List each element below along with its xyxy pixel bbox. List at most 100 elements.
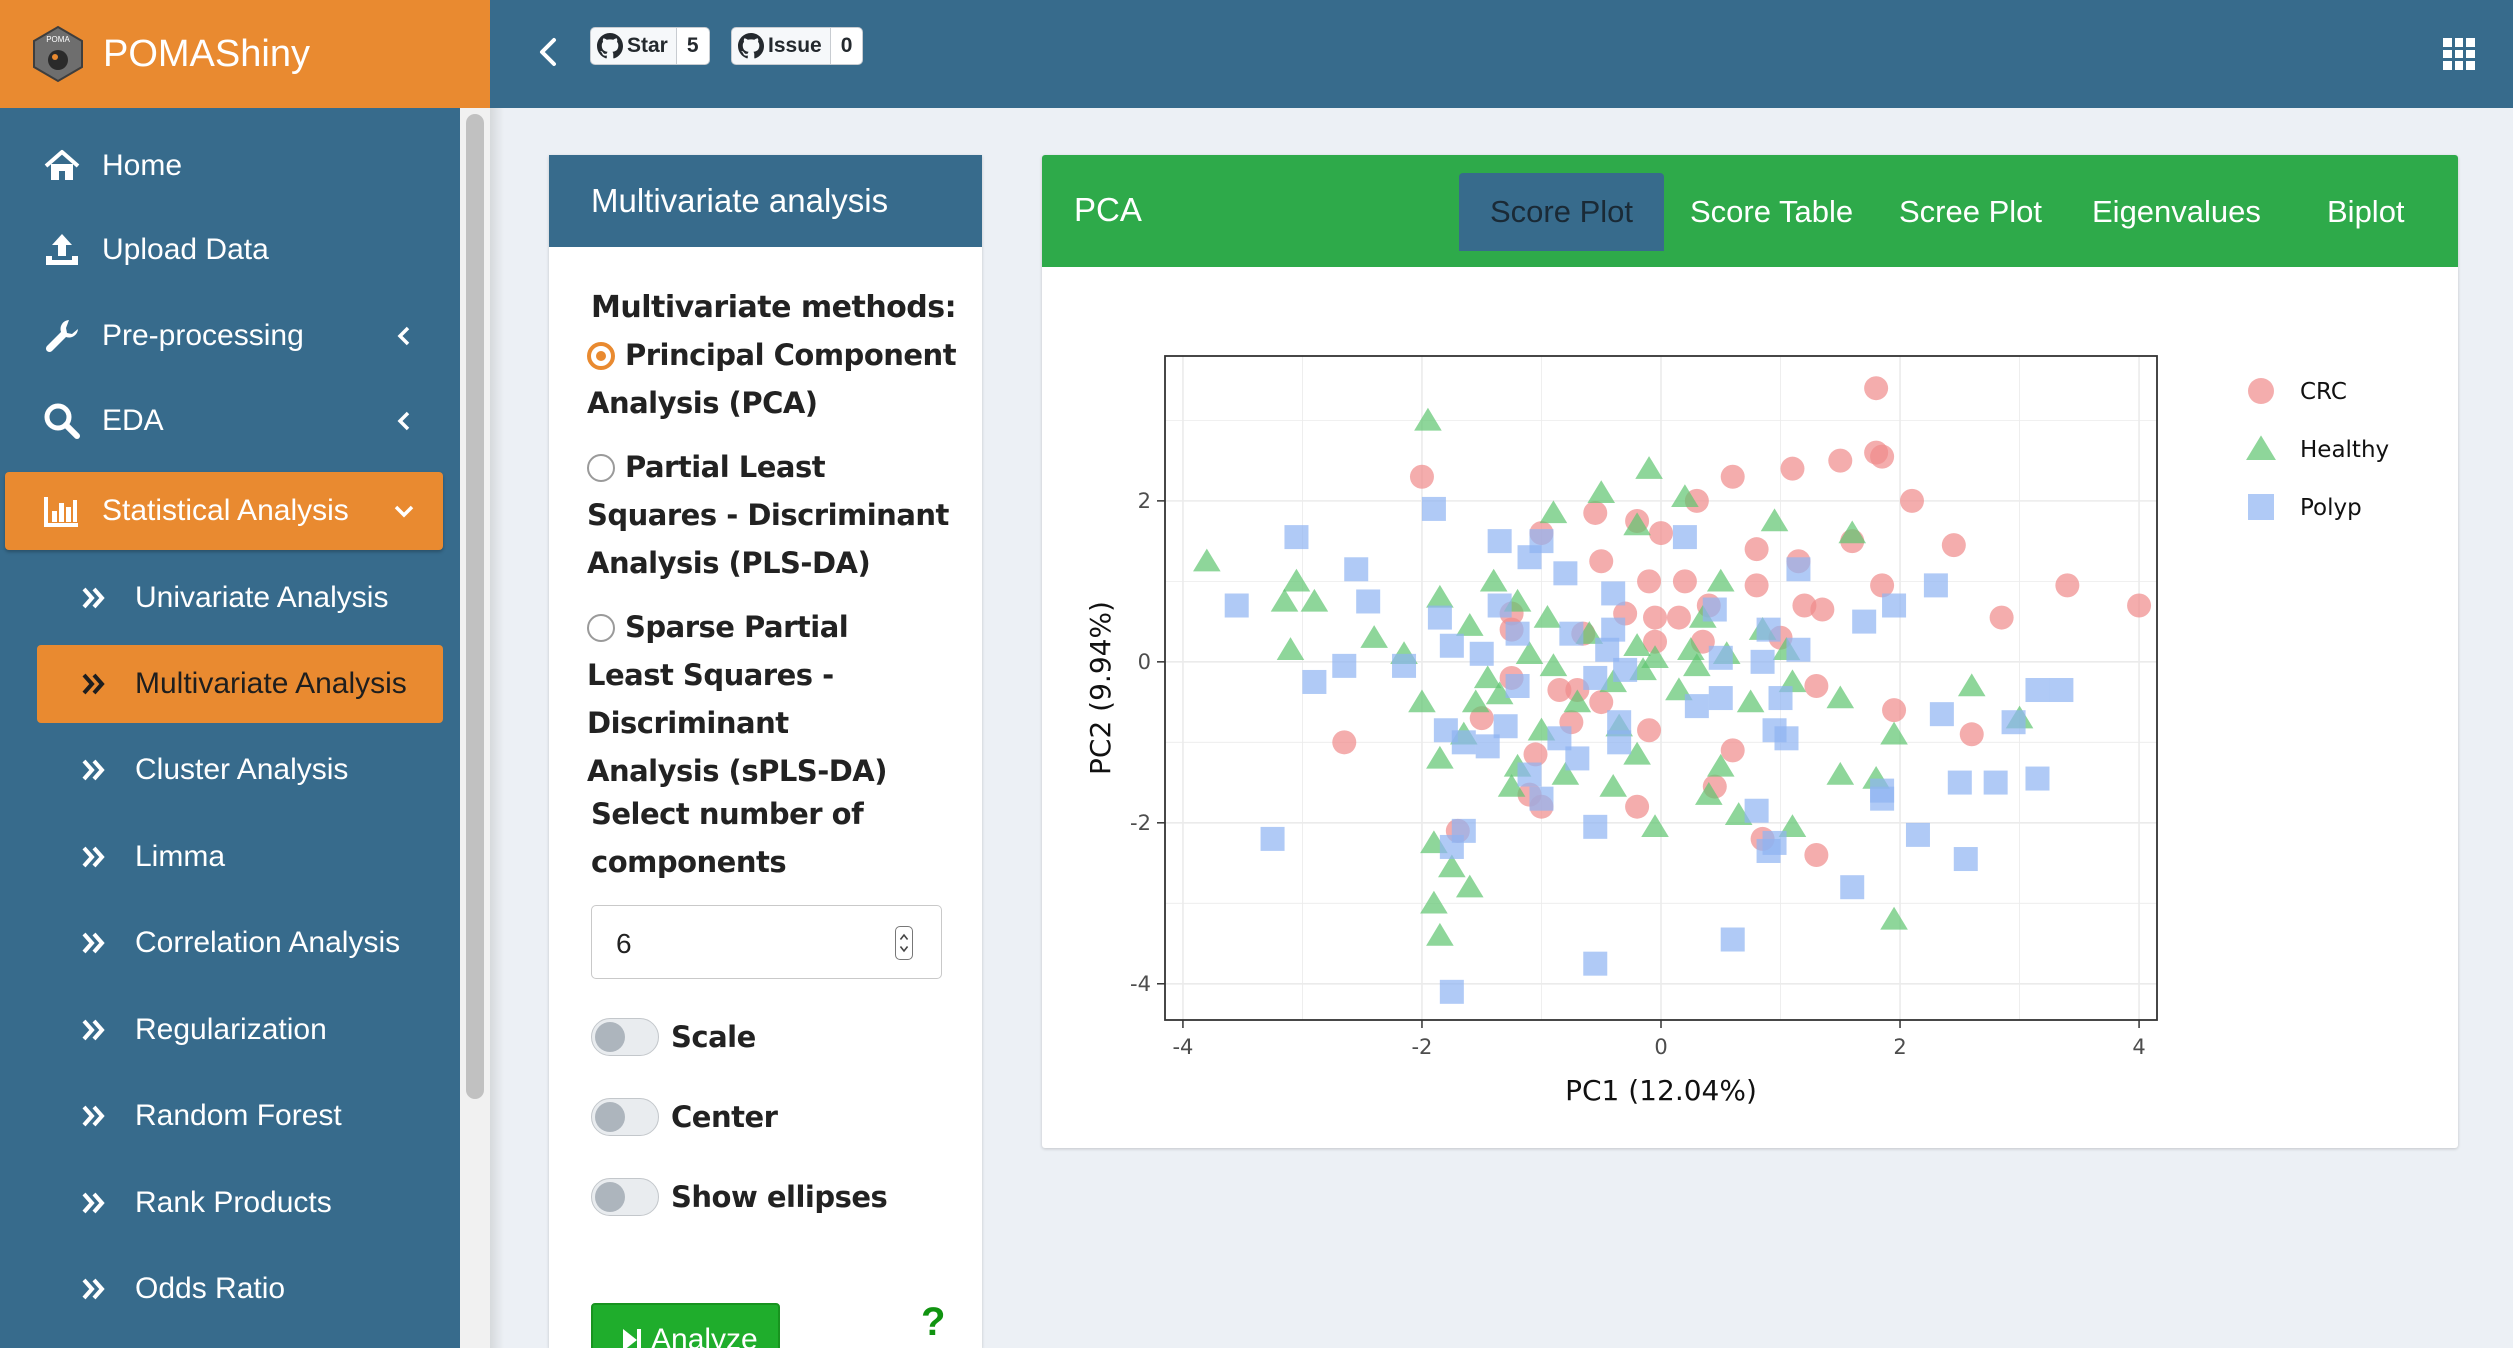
sidebar-item-statistical-analysis[interactable]: Statistical Analysis bbox=[5, 472, 443, 550]
home-icon bbox=[44, 150, 80, 180]
crc-point bbox=[1583, 500, 1608, 525]
x-tick-label: 0 bbox=[1654, 1035, 1667, 1059]
brand-bar[interactable]: POMA POMAShiny bbox=[0, 0, 490, 108]
polyp-point bbox=[1929, 702, 1954, 727]
healthy-point bbox=[1485, 681, 1514, 705]
switch-scale[interactable]: Scale bbox=[591, 1015, 756, 1059]
polyp-point bbox=[1720, 927, 1745, 952]
legend-label: CRC bbox=[2300, 379, 2347, 405]
polyp-point bbox=[1607, 710, 1632, 735]
double-chevron-right-icon bbox=[82, 932, 105, 954]
double-chevron-right-icon bbox=[82, 1192, 105, 1214]
sidebar-item-label: Pre-processing bbox=[102, 319, 304, 352]
healthy-point bbox=[1414, 407, 1442, 431]
crc-point bbox=[1672, 569, 1697, 594]
sidebar-item-label: Regularization bbox=[135, 1013, 327, 1046]
crc-point bbox=[1720, 738, 1745, 763]
crc-point bbox=[1804, 673, 1829, 698]
polyp-point bbox=[1684, 694, 1709, 719]
toggle-switch[interactable] bbox=[591, 1178, 659, 1216]
github-icon bbox=[597, 33, 623, 59]
healthy-point bbox=[1479, 568, 1508, 592]
tab-score-plot[interactable]: Score Plot bbox=[1459, 173, 1665, 251]
sidebar-subitem-correlation[interactable]: Correlation Analysis bbox=[37, 904, 443, 982]
pca-panel-header: PCA Score Plot Score Table Scree Plot Ei… bbox=[1042, 155, 2458, 267]
crc-point bbox=[1523, 742, 1548, 767]
radio-plsda[interactable]: Partial Least Squares - Discriminant Ana… bbox=[587, 450, 949, 580]
healthy-point bbox=[1706, 753, 1735, 777]
healthy-point bbox=[1736, 689, 1765, 713]
legend-key-healthy bbox=[2246, 435, 2276, 461]
sidebar-subitem-rank-products[interactable]: Rank Products bbox=[37, 1164, 443, 1242]
sidebar-item-eda[interactable]: EDA bbox=[0, 382, 460, 460]
healthy-point bbox=[1539, 500, 1568, 524]
radio-pca[interactable]: Principal Component Analysis (PCA) bbox=[587, 338, 957, 420]
y-tick-label: 2 bbox=[1138, 489, 1151, 513]
y-tick-label: -2 bbox=[1130, 811, 1151, 835]
radio-button[interactable] bbox=[587, 454, 615, 482]
tab-biplot[interactable]: Biplot bbox=[2327, 194, 2405, 229]
radio-splsda[interactable]: Sparse Partial Least Squares - Discrimin… bbox=[587, 610, 888, 788]
polyp-point bbox=[1708, 686, 1733, 711]
sidebar-subitem-multivariate[interactable]: Multivariate Analysis bbox=[37, 645, 443, 723]
bar-chart-icon bbox=[44, 497, 78, 527]
polyp-point bbox=[1451, 730, 1476, 755]
polyp-point bbox=[2049, 678, 2074, 703]
sidebar-item-label: Rank Products bbox=[135, 1186, 332, 1219]
y-tick-label: -4 bbox=[1130, 972, 1151, 996]
sidebar-subitem-limma[interactable]: Limma bbox=[37, 818, 443, 896]
crc-point bbox=[2127, 593, 2152, 618]
double-chevron-right-icon bbox=[82, 1105, 105, 1127]
polyp-point bbox=[1870, 786, 1895, 811]
github-issue-button[interactable]: Issue 0 bbox=[731, 27, 864, 65]
sidebar-subitem-regularization[interactable]: Regularization bbox=[37, 991, 443, 1069]
polyp-point bbox=[1547, 726, 1572, 751]
polyp-point bbox=[1672, 525, 1697, 550]
sidebar-item-pre-processing[interactable]: Pre-processing bbox=[0, 297, 460, 375]
tab-eigenvalues[interactable]: Eigenvalues bbox=[2092, 194, 2261, 229]
sidebar-subitem-univariate[interactable]: Univariate Analysis bbox=[37, 559, 443, 637]
crc-point bbox=[1744, 573, 1769, 598]
polyp-point bbox=[1852, 609, 1877, 634]
panel-title: PCA bbox=[1074, 191, 1142, 228]
sidebar-item-label: Multivariate Analysis bbox=[135, 667, 407, 700]
polyp-point bbox=[1882, 593, 1907, 618]
sidebar-subitem-cluster[interactable]: Cluster Analysis bbox=[37, 731, 443, 809]
help-icon[interactable]: ? bbox=[921, 1300, 946, 1344]
healthy-point bbox=[1408, 689, 1436, 713]
sidebar-item-home[interactable]: Home bbox=[0, 127, 460, 205]
sidebar-scrollbar[interactable] bbox=[460, 108, 490, 1348]
sidebar-toggle-icon[interactable] bbox=[528, 32, 568, 72]
sidebar-subitem-odds-ratio[interactable]: Odds Ratio bbox=[37, 1250, 443, 1328]
switch-show-ellipses[interactable]: Show ellipses bbox=[591, 1175, 888, 1219]
github-star-button[interactable]: Star 5 bbox=[590, 27, 710, 65]
sidebar-item-upload-data[interactable]: Upload Data bbox=[0, 211, 460, 289]
toggle-switch[interactable] bbox=[591, 1018, 659, 1056]
svg-text:POMA: POMA bbox=[46, 35, 70, 44]
switch-center[interactable]: Center bbox=[591, 1095, 778, 1139]
x-tick-label: -2 bbox=[1411, 1035, 1432, 1059]
x-tick-label: -4 bbox=[1172, 1035, 1193, 1059]
tab-scree-plot[interactable]: Scree Plot bbox=[1899, 194, 2043, 229]
ncomp-input[interactable]: 6 bbox=[591, 905, 942, 979]
scrollbar-thumb[interactable] bbox=[466, 114, 484, 1099]
ncomp-value: 6 bbox=[616, 928, 632, 959]
healthy-point bbox=[1706, 568, 1735, 592]
issue-label: Issue bbox=[768, 34, 822, 57]
analyze-label: Analyze bbox=[651, 1323, 758, 1348]
spinner-icon[interactable] bbox=[895, 926, 913, 960]
healthy-point bbox=[1455, 613, 1484, 636]
sidebar-item-label: Odds Ratio bbox=[135, 1272, 286, 1305]
apps-grid-icon[interactable] bbox=[2443, 38, 2475, 70]
polyp-point bbox=[1774, 726, 1799, 751]
analyze-button[interactable]: Analyze bbox=[591, 1303, 780, 1348]
ncomp-label: Select number of components bbox=[591, 797, 864, 879]
sidebar-item-label: Statistical Analysis bbox=[102, 494, 349, 527]
y-axis-label: PC2 (9.94%) bbox=[1084, 601, 1117, 775]
radio-button[interactable] bbox=[587, 614, 615, 642]
toggle-switch[interactable] bbox=[591, 1098, 659, 1136]
tab-score-table[interactable]: Score Table bbox=[1690, 194, 1854, 229]
healthy-point bbox=[1438, 854, 1466, 878]
sidebar-subitem-random-forest[interactable]: Random Forest bbox=[37, 1077, 443, 1155]
radio-button[interactable] bbox=[587, 342, 615, 370]
